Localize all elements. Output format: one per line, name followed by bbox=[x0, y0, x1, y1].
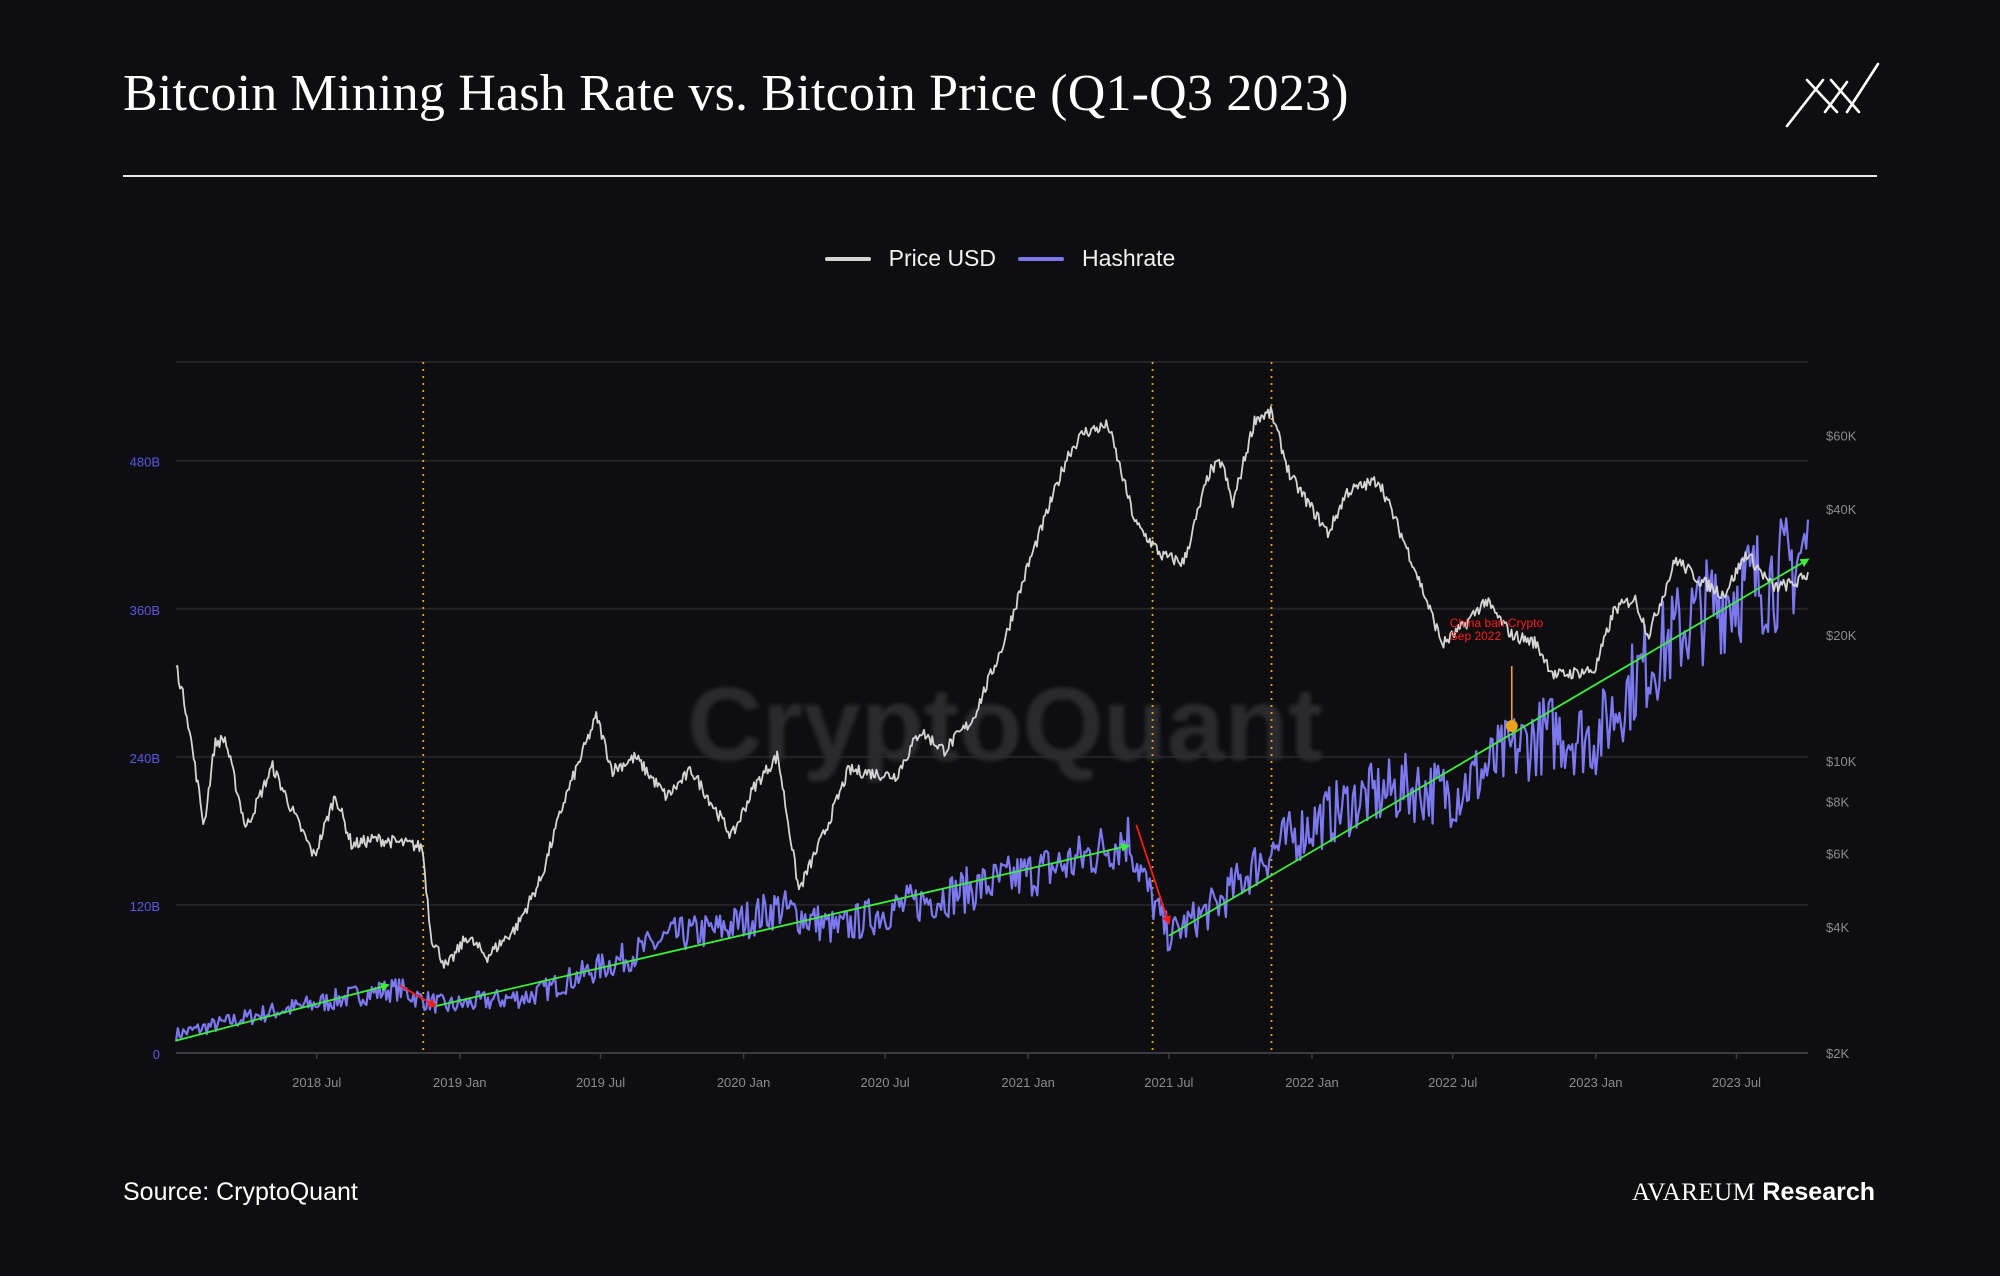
legend-swatch-hashrate bbox=[1018, 256, 1065, 261]
brand-name: AVAREUM bbox=[1632, 1179, 1756, 1206]
trend-arrow-up bbox=[435, 842, 1131, 1007]
y-left-tick-label: 0 bbox=[153, 1047, 160, 1062]
y-right-tick-label: $10K bbox=[1826, 754, 1857, 769]
chart-legend: Price USD Hashrate bbox=[0, 245, 2000, 272]
y-right-tick-label: $4K bbox=[1826, 920, 1849, 935]
page-title: Bitcoin Mining Hash Rate vs. Bitcoin Pri… bbox=[123, 65, 1349, 122]
trend-arrow-up bbox=[1168, 558, 1810, 937]
legend-item-hashrate[interactable]: Hashrate bbox=[1018, 245, 1175, 272]
annotation-marker bbox=[1505, 720, 1518, 733]
x-tick-label: 2019 Jul bbox=[576, 1075, 625, 1090]
price-series-line bbox=[175, 405, 1809, 969]
brand-suffix: Research bbox=[1762, 1178, 1875, 1206]
x-tick-label: 2021 Jan bbox=[1001, 1075, 1055, 1090]
x-tick-label: 2021 Jul bbox=[1144, 1075, 1193, 1090]
brand-footer: AVAREUM Research bbox=[1632, 1178, 1875, 1207]
watermark-text: CryptoQuant bbox=[687, 667, 1323, 783]
y-left-tick-label: 480B bbox=[130, 455, 160, 470]
trend-arrow-up bbox=[175, 982, 391, 1042]
y-right-tick-label: $6K bbox=[1826, 847, 1849, 862]
x-tick-label: 2023 Jul bbox=[1712, 1075, 1761, 1090]
annotation-label-line2: Sep 2022 bbox=[1450, 629, 1502, 643]
trend-arrow-down bbox=[1135, 824, 1171, 926]
source-note: Source: CryptoQuant bbox=[123, 1178, 358, 1206]
x-tick-label: 2018 Jul bbox=[292, 1075, 341, 1090]
x-tick-label: 2020 Jan bbox=[717, 1075, 771, 1090]
legend-item-price[interactable]: Price USD bbox=[824, 245, 997, 272]
y-left-tick-label: 360B bbox=[130, 603, 160, 618]
y-left-tick-label: 120B bbox=[130, 899, 160, 914]
x-tick-label: 2022 Jan bbox=[1285, 1075, 1339, 1090]
y-right-tick-label: $40K bbox=[1826, 502, 1857, 517]
y-left-tick-label: 240B bbox=[130, 751, 160, 766]
legend-swatch-price bbox=[824, 256, 871, 261]
y-right-tick-label: $20K bbox=[1826, 628, 1857, 643]
annotation-label-line1: China ban Crypto bbox=[1450, 616, 1544, 630]
x-tick-label: 2020 Jul bbox=[861, 1075, 910, 1090]
x-tick-label: 2022 Jul bbox=[1428, 1075, 1477, 1090]
brand-logo-icon bbox=[1785, 62, 1880, 128]
hashrate-series-line bbox=[174, 517, 1810, 1042]
y-right-tick-label: $8K bbox=[1826, 794, 1849, 809]
legend-label-price: Price USD bbox=[888, 245, 997, 271]
title-divider bbox=[123, 175, 1877, 177]
x-tick-label: 2023 Jan bbox=[1569, 1075, 1623, 1090]
legend-label-hashrate: Hashrate bbox=[1082, 245, 1176, 271]
trend-arrow-down bbox=[398, 984, 438, 1008]
y-right-tick-label: $60K bbox=[1826, 429, 1857, 444]
y-right-tick-label: $2K bbox=[1826, 1046, 1849, 1061]
x-tick-label: 2019 Jan bbox=[433, 1075, 487, 1090]
